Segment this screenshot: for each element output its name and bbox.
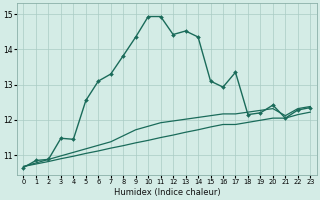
X-axis label: Humidex (Indice chaleur): Humidex (Indice chaleur) xyxy=(114,188,220,197)
